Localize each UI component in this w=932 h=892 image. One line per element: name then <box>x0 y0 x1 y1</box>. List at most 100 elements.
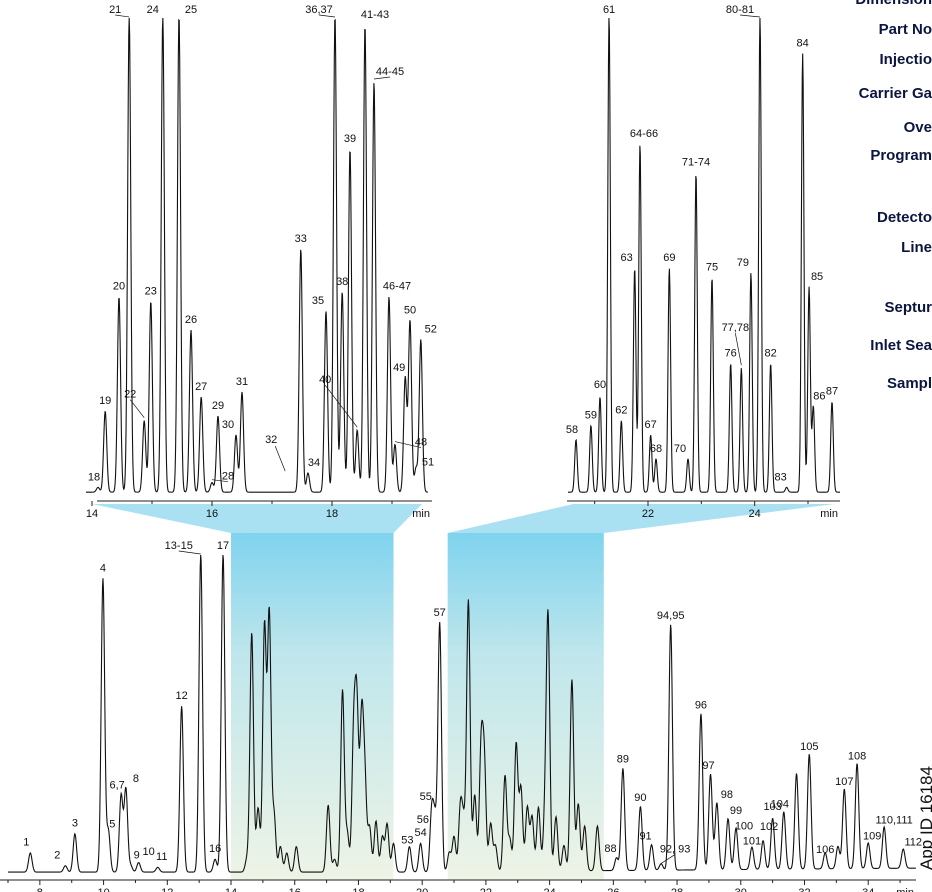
trace-line <box>8 554 916 873</box>
peak-label: 109 <box>863 830 881 842</box>
peak-label: 21 <box>109 4 121 16</box>
peak-label: 105 <box>800 741 818 753</box>
peak-label: 17 <box>217 540 229 552</box>
method-param-label: Septur <box>884 299 932 316</box>
peak-label: 35 <box>312 295 324 307</box>
method-param-label: Carrier Ga <box>859 85 932 102</box>
peak-label: 106 <box>816 844 834 856</box>
peak-label: 63 <box>621 252 633 264</box>
x-tick-label: 16 <box>206 508 218 520</box>
peak-label: 100 <box>735 820 753 832</box>
peak-label: 53 <box>401 834 413 846</box>
x-tick-label: 14 <box>225 887 237 892</box>
trace-line <box>86 17 429 493</box>
peak-label: 96 <box>695 700 707 712</box>
zoom-highlight-region <box>231 533 394 880</box>
peak-label: 80-81 <box>726 4 754 16</box>
peak-label: 34 <box>308 457 320 469</box>
peak-label: 58 <box>566 424 578 436</box>
peak-label: 48 <box>415 437 427 449</box>
peak-label: 1 <box>23 837 29 849</box>
method-parameter-labels: Dimension Part No Injectio Carrier Ga Ove Pro… <box>855 0 932 392</box>
peak-label: 82 <box>765 347 777 359</box>
x-tick-label: 28 <box>671 887 683 892</box>
peak-label: 28 <box>222 471 234 483</box>
peak-label: 89 <box>617 754 629 766</box>
x-tick-label: 10 <box>97 887 109 892</box>
peak-label: 69 <box>663 252 675 264</box>
peak-label: 26 <box>185 314 197 326</box>
peak-label: 49 <box>393 362 405 374</box>
method-param-label: Line <box>901 239 932 256</box>
peak-label: 98 <box>721 789 733 801</box>
peak-label: 84 <box>797 37 809 49</box>
peak-label: 46-47 <box>383 281 411 293</box>
x-tick-label: 24 <box>749 508 761 520</box>
peak-label: 103 <box>763 801 781 813</box>
x-tick-label: 16 <box>289 887 301 892</box>
x-axis-unit-label: min <box>820 508 838 520</box>
zoom-connector <box>92 504 422 533</box>
peak-label: 32 <box>265 434 277 446</box>
peak-label: 108 <box>848 751 866 763</box>
peak-label: 19 <box>99 395 111 407</box>
method-param-label: Inlet Sea <box>870 337 932 354</box>
x-tick-label: 18 <box>326 508 338 520</box>
x-tick-label: 26 <box>607 887 619 892</box>
peak-leader-line <box>274 446 286 472</box>
peak-label: 2 <box>54 849 60 861</box>
x-tick-label: 30 <box>735 887 747 892</box>
peak-label: 3 <box>72 818 78 830</box>
peak-label: 11 <box>156 851 167 863</box>
peak-label: 102 <box>760 821 778 833</box>
peak-label: 59 <box>585 409 597 421</box>
peak-label: 107 <box>835 776 853 788</box>
x-tick-label: 24 <box>543 887 555 892</box>
peak-label: 97 <box>702 760 714 772</box>
peak-label: 56 <box>417 814 429 826</box>
method-param-label: Detecto <box>877 209 932 226</box>
peak-leader-line <box>318 14 336 18</box>
peak-label: 18 <box>88 471 100 483</box>
x-tick-label: 8 <box>37 887 43 892</box>
peak-label: 50 <box>404 305 416 317</box>
peak-leader-line <box>115 14 130 18</box>
zoom-connector <box>447 504 835 533</box>
chromatogram-inset-left: 14 16 18 min 18 19 20 21 22 23 24 25 26 27 28 29 30 31 33 3… <box>86 4 437 520</box>
peak-label: 29 <box>212 400 224 412</box>
peak-leader-line <box>734 333 742 366</box>
peak-label: 85 <box>811 271 823 283</box>
peak-label: 13-15 <box>165 540 193 552</box>
peak-leader-line <box>129 399 145 418</box>
peak-label: 20 <box>113 281 125 293</box>
peak-leader-line <box>739 14 761 18</box>
peak-label: 76 <box>725 347 737 359</box>
plot-area: 810121416182022242628303234min123456,789… <box>0 4 922 892</box>
method-param-label: Sampl <box>887 375 932 392</box>
peak-label: 22 <box>124 389 136 401</box>
x-tick-label: 34 <box>862 887 874 892</box>
peak-label: 8 <box>133 773 139 785</box>
peak-label: 4 <box>100 562 106 574</box>
peak-label: 5 <box>109 818 115 830</box>
peak-label: 16 <box>209 843 221 855</box>
peak-label: 88 <box>604 843 616 855</box>
peak-label: 12 <box>176 690 188 702</box>
peak-leader-line <box>178 550 201 555</box>
peak-label: 52 <box>425 324 437 336</box>
x-tick-label: 18 <box>352 887 364 892</box>
peak-label: 62 <box>615 405 627 417</box>
peak-label: 24 <box>147 4 159 16</box>
peak-label: 61 <box>603 4 615 16</box>
peak-leader-line <box>660 854 676 864</box>
peak-label: 77,78 <box>722 322 750 334</box>
peak-label: 64-66 <box>630 128 658 140</box>
peak-label: 36,37 <box>305 4 333 16</box>
peak-label: 112 <box>904 837 922 849</box>
x-axis-unit-label: min <box>412 508 430 520</box>
peak-label: 57 <box>434 607 446 619</box>
peak-label: 25 <box>185 4 197 16</box>
peak-label: 67 <box>645 419 657 431</box>
peak-label: 92, 93 <box>660 843 691 855</box>
